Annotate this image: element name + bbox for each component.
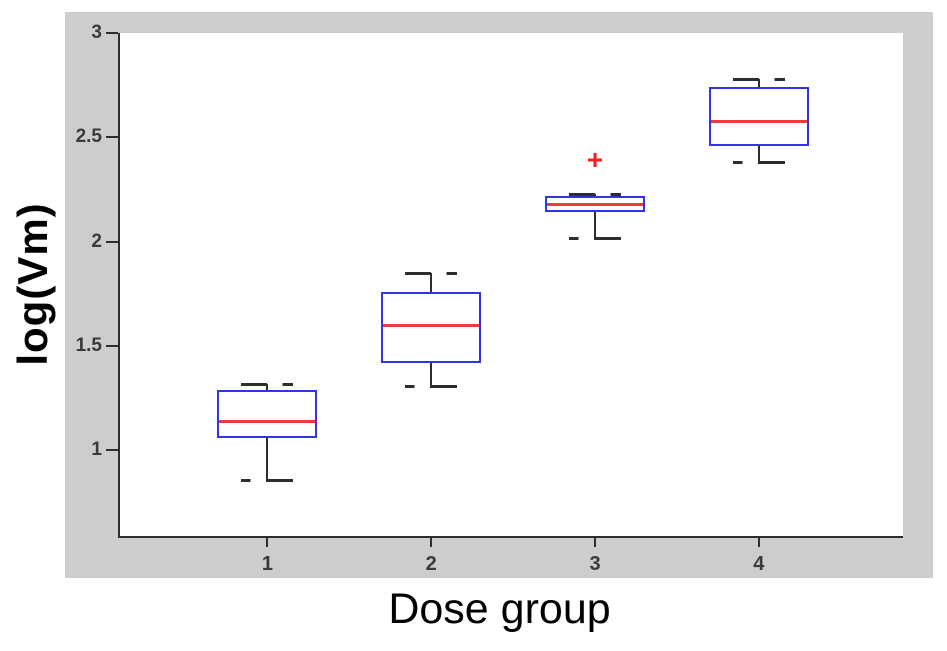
median-line [219,420,316,424]
x-axis-tick-label: 1 [261,553,273,575]
upper-whisker [757,78,760,88]
lower-whisker-cap [241,478,294,482]
upper-whisker-cap [405,272,458,276]
median-line [547,203,644,207]
lower-whisker-cap [405,384,458,388]
x-axis-tickmark [430,538,433,547]
median-line [710,119,807,123]
x-axis-tickmark [594,538,597,547]
upper-whisker [266,383,269,390]
upper-whisker [430,273,433,292]
iqr-box [708,87,809,146]
y-axis-tickmark [106,136,118,139]
x-axis-tickmark [266,538,269,547]
y-axis-tick-label: 1 [91,439,102,461]
x-axis-tick-label: 2 [425,553,437,575]
upper-whisker-cap [732,77,785,81]
iqr-box [217,389,318,438]
lower-whisker [757,145,760,163]
lower-whisker-cap [732,161,785,165]
y-axis-tickmark [106,32,118,34]
x-axis-tick-label: 3 [589,553,601,575]
upper-whisker-cap [569,192,622,196]
x-axis-title: Dose group [388,585,611,633]
y-axis-tickmark [106,345,118,348]
iqr-box [381,291,482,363]
upper-whisker-cap [241,382,294,386]
lower-whisker-cap [569,236,622,240]
y-axis-tickmark [106,449,118,452]
y-axis-tick-label: 2 [91,230,102,252]
outlier-marker: + [586,144,604,176]
y-axis-tick-label: 1.5 [75,335,102,357]
x-axis-tick-label: 4 [753,553,765,575]
median-line [383,324,480,328]
y-axis-tickmark [106,240,118,243]
plot-area: + [106,32,903,547]
lower-whisker [266,437,269,480]
x-axis-tickmark [757,538,760,547]
lower-whisker [594,212,597,238]
lower-whisker [430,362,433,386]
y-axis-tick-label: 3 [91,22,102,43]
y-axis-tick-label: 2.5 [75,126,102,148]
